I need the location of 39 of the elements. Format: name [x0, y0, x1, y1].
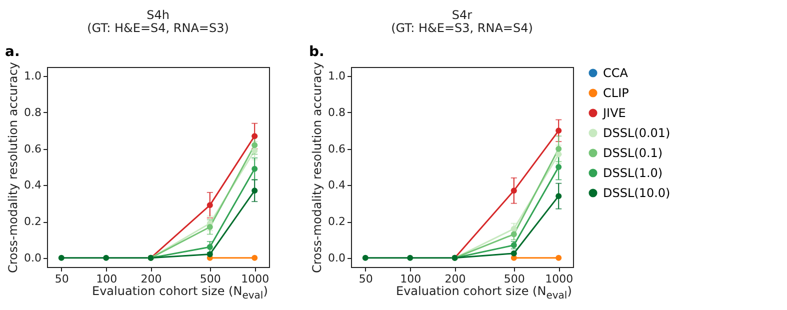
x-tick-label: 100	[96, 272, 118, 286]
x-tick-label: 500	[200, 272, 221, 286]
text: b.	[309, 44, 324, 60]
y-axis-title: Cross-modality resolution accuracy	[310, 62, 324, 274]
legend-label: JIVE	[602, 106, 626, 120]
y-tick-label: 0.2	[24, 215, 42, 228]
legend-label: CLIP	[603, 86, 629, 100]
x-tick-label: 50	[358, 272, 373, 286]
x-tick-label: 1000	[241, 272, 270, 286]
x-tick-label: 200	[444, 272, 466, 286]
y-tick-label: 0.6	[328, 142, 346, 156]
x-axis-title: Evaluation cohort size (N$_{eval}$)	[91, 284, 269, 302]
legend-label: DSSL(0.01)	[603, 126, 670, 140]
x-tick-label: 50	[54, 272, 69, 286]
legend-label: DSSL(0.1)	[603, 146, 663, 160]
y-tick-label: 1.0	[328, 70, 346, 83]
y-tick-label: 0.8	[328, 106, 346, 119]
y-axis-title: Cross-modality resolution accuracy	[6, 62, 20, 274]
x-tick-label: 1000	[545, 272, 574, 286]
x-tick-label: 500	[504, 272, 525, 286]
legend-label: CCA	[603, 66, 629, 80]
y-tick-label: 1.0	[24, 70, 42, 83]
chart-title: S4r	[452, 8, 472, 22]
x-axis-title: Evaluation cohort size (N$_{eval}$)	[395, 284, 573, 302]
y-tick-label: 0.0	[24, 251, 42, 264]
y-tick-label: 0.4	[24, 178, 42, 192]
x-tick-label: 200	[140, 272, 162, 286]
chart-subtitle: (GT: H&E=S4, RNA=S3)	[87, 21, 229, 35]
text: a.	[5, 44, 20, 60]
legend-label: DSSL(10.0)	[603, 186, 670, 200]
chart-title: S4h	[146, 8, 170, 22]
y-tick-label: 0.6	[24, 142, 42, 156]
x-tick-label: 100	[400, 272, 422, 286]
legend-label: DSSL(1.0)	[603, 166, 663, 180]
y-tick-label: 0.2	[328, 215, 346, 228]
y-tick-label: 0.0	[328, 251, 346, 264]
y-tick-label: 0.8	[24, 106, 42, 119]
y-tick-label: 0.4	[328, 178, 346, 192]
chart-subtitle: (GT: H&E=S3, RNA=S4)	[391, 21, 533, 35]
